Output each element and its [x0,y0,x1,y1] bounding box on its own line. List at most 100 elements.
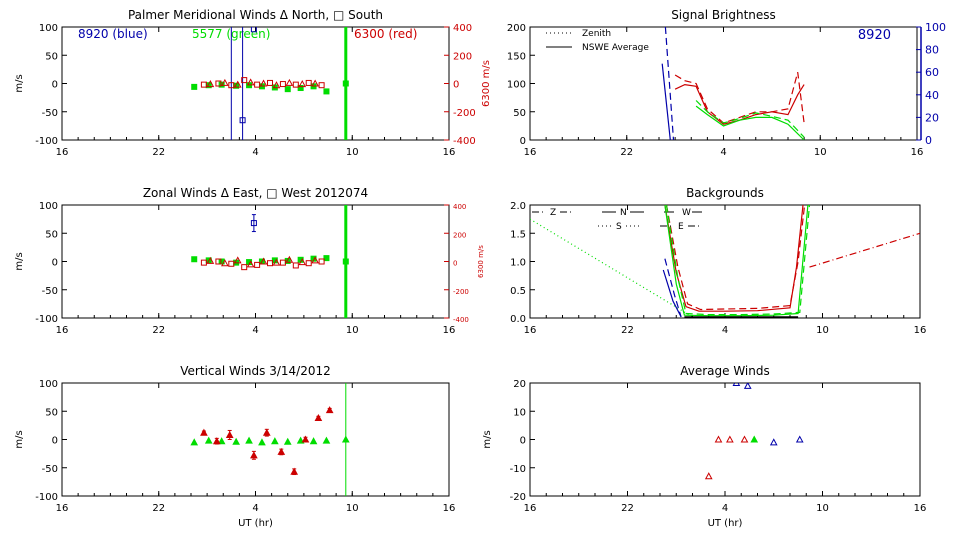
y2-tick-label: 400 [453,203,466,211]
data-point [232,437,240,445]
data-point [322,436,331,444]
plot-frame [61,204,450,319]
data-point [285,78,294,86]
chart-title: Signal Brightness [671,8,776,22]
data-point [298,258,307,266]
data-point [279,81,286,88]
x-tick-label: 16 [443,147,456,158]
y-tick-label: -100 [35,136,58,147]
plot-area [190,383,350,496]
data-point [250,27,257,33]
x-tick-label: 4 [722,325,728,336]
data-point [305,79,312,86]
y-axis-label: m/s [14,74,25,92]
y-tick-label: 50 [45,229,58,240]
x-tick-label: 16 [56,147,69,158]
legend-label: Zenith [582,29,611,39]
data-point [714,435,723,443]
plot-frame [61,382,450,497]
station-label: 8920 [858,28,891,43]
x-tick-label: 16 [914,503,927,514]
series-line [695,100,805,138]
y-tick-label: -10 [510,464,526,475]
y2-tick-label: -200 [453,108,476,119]
data-point [250,451,258,459]
wavelength-label: 8920 (blue) [78,27,148,41]
series-line [665,205,811,316]
y-tick-label: 20 [513,379,526,390]
data-point [225,430,234,438]
data-point [246,260,255,268]
x-tick-label: 16 [443,503,456,514]
x-tick-label: 22 [152,147,165,158]
series-line [664,205,809,317]
x-tick-label: 22 [620,147,633,158]
data-point [297,85,304,92]
data-point [191,256,198,263]
plot-area [704,383,804,480]
data-point [309,437,318,445]
data-point [239,117,246,124]
data-point [215,80,222,87]
y2-axis-label: 6300 m/s [481,60,492,107]
x-tick-label: 16 [914,325,927,336]
x-tick-label: 4 [252,503,258,514]
y-tick-label: 50 [513,108,526,119]
y-tick-label: -50 [42,286,58,297]
data-point [212,437,221,445]
data-point [228,260,235,267]
y2-tick-label: 0 [925,134,932,147]
x-tick-label: 22 [621,325,634,336]
y-tick-label: -50 [42,464,58,475]
y-tick-label: -100 [35,314,58,325]
y-tick-label: -50 [42,108,58,119]
y-tick-label: 0.0 [510,314,526,325]
series-line [695,105,805,140]
data-point [283,437,292,445]
data-point [262,428,271,436]
y-tick-label: 100 [39,201,58,212]
x-tick-label: 10 [346,147,359,158]
series-line [809,232,920,268]
series-line [674,83,805,125]
series-line [662,269,682,318]
y-tick-label: 2.0 [510,201,526,212]
data-point [279,259,286,266]
data-point [241,264,248,271]
plot-area [661,27,805,140]
data-point [221,259,229,267]
data-point [272,258,281,266]
y2-tick-label: 200 [453,231,466,239]
backgrounds-panel: Backgrounds 16 22 4 10 16 2.0 1.5 1.0 0.5 0.0 Z N W S E [510,186,926,336]
y-tick-label: -100 [35,492,58,503]
series-line [664,258,682,318]
y-tick-label: -20 [510,492,526,503]
y-tick-label: 150 [507,51,526,62]
plot-frame [61,26,450,141]
data-point [217,437,226,445]
y-tick-label: 0.5 [510,286,526,297]
data-point [311,79,320,87]
data-point [301,435,310,443]
data-point [740,435,749,443]
chart-title: Average Winds [680,364,770,378]
data-point [228,82,235,89]
chart-title: Zonal Winds Δ East, □ West 2012074 [143,186,368,200]
data-point [221,78,229,86]
data-point [769,438,778,446]
data-point [732,383,741,386]
chart-title: Vertical Winds 3/14/2012 [180,364,331,378]
x-tick-label: 16 [911,147,924,158]
data-point [318,82,325,89]
x-tick-label: 10 [814,147,827,158]
y-tick-label: 100 [39,379,58,390]
data-point [341,435,350,443]
y-tick-label: 100 [507,80,526,91]
data-point [259,79,268,87]
data-point [246,78,255,86]
data-point [241,77,248,84]
y-tick-label: 0 [520,136,526,147]
x-tick-label: 22 [152,325,165,336]
data-point [318,258,325,265]
average-panel: Average Winds 16 22 4 10 16 UT (hr) 20 10 0 -10 -20… [482,364,926,529]
